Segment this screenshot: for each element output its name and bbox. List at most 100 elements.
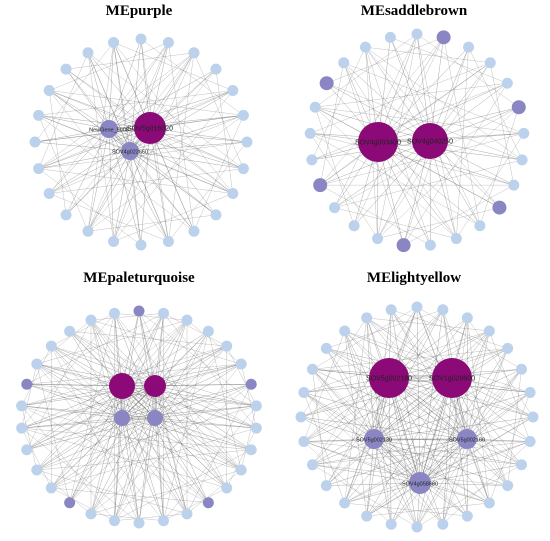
edge [51,487,209,503]
edge [36,363,164,521]
edge [366,438,375,517]
hub-gene-node [432,358,472,398]
edge [154,320,188,419]
edge [312,438,375,465]
edge [21,345,52,407]
edge [312,377,453,465]
edge [38,115,131,152]
edge [21,417,123,429]
gene-node [361,510,373,522]
gene-node [396,238,411,253]
gene-node [463,41,475,53]
edge [87,52,114,242]
edge [377,133,524,143]
edge [489,392,531,504]
gene-node [82,47,94,59]
edge [377,207,500,239]
gene-node [411,521,423,533]
edge [326,309,443,349]
hub-gene-node [109,373,135,399]
edge [344,330,367,517]
edge [121,417,164,521]
gene-node [298,435,310,447]
edge [38,168,142,246]
edge [65,150,131,215]
edge [343,62,524,134]
edge [26,385,156,450]
edge [163,313,227,347]
gene-node [31,464,43,476]
edge [193,115,244,232]
edge [129,141,248,152]
edge [377,62,491,143]
gene-node [237,109,249,121]
edge [113,193,233,242]
gene-node [385,304,397,316]
edge [154,417,257,429]
gene-node [210,63,222,75]
edge [373,438,531,442]
edge [154,417,164,521]
edge [108,68,217,130]
edge [114,313,123,419]
edge [388,377,508,486]
edge [466,369,522,440]
edge [377,33,418,239]
edge [108,128,169,242]
edge [49,90,110,130]
edge [344,441,531,504]
hub-gene-node [114,410,130,426]
hub-gene-label: SOV4g022650 [112,150,148,156]
edge [303,441,392,525]
gene-node [158,515,170,527]
gene-node [245,378,257,390]
edge [51,384,252,489]
edge [303,392,468,440]
gene-node [133,305,145,317]
edge [114,363,242,521]
network-mepaleturquoise [16,305,262,529]
edge [310,133,378,239]
edge [38,115,89,232]
hub-gene-label: SOV5g002180 [366,376,412,383]
gene-node [221,340,233,352]
edge [320,62,491,186]
edge [390,309,421,484]
gene-node [436,30,451,45]
edge [419,464,522,484]
edge [21,427,227,489]
edge [373,438,490,504]
gene-node [492,200,507,215]
edge [315,33,418,108]
peripheral-nodes [29,33,253,251]
gene-node [508,179,520,191]
gene-node [135,239,147,251]
edge [416,330,490,528]
edge [138,310,257,407]
gene-node [108,37,120,49]
edge [154,417,252,450]
edge [69,331,242,471]
edge [154,417,227,489]
edge [69,417,156,503]
edge [49,90,67,215]
edge [108,115,244,130]
edge [326,348,534,418]
gene-node [385,518,397,530]
edge [240,363,257,429]
edge [90,345,227,514]
edge [373,392,531,440]
edge [312,369,468,440]
edge [377,141,457,239]
edge [326,348,375,440]
edge [129,150,244,169]
edge [312,306,418,465]
edge [121,417,257,429]
edge [129,150,169,242]
edge [69,417,123,503]
edge [154,384,252,387]
peripheral-nodes [295,301,539,533]
edge [507,369,522,486]
edge [26,363,242,385]
gene-node [33,109,45,121]
